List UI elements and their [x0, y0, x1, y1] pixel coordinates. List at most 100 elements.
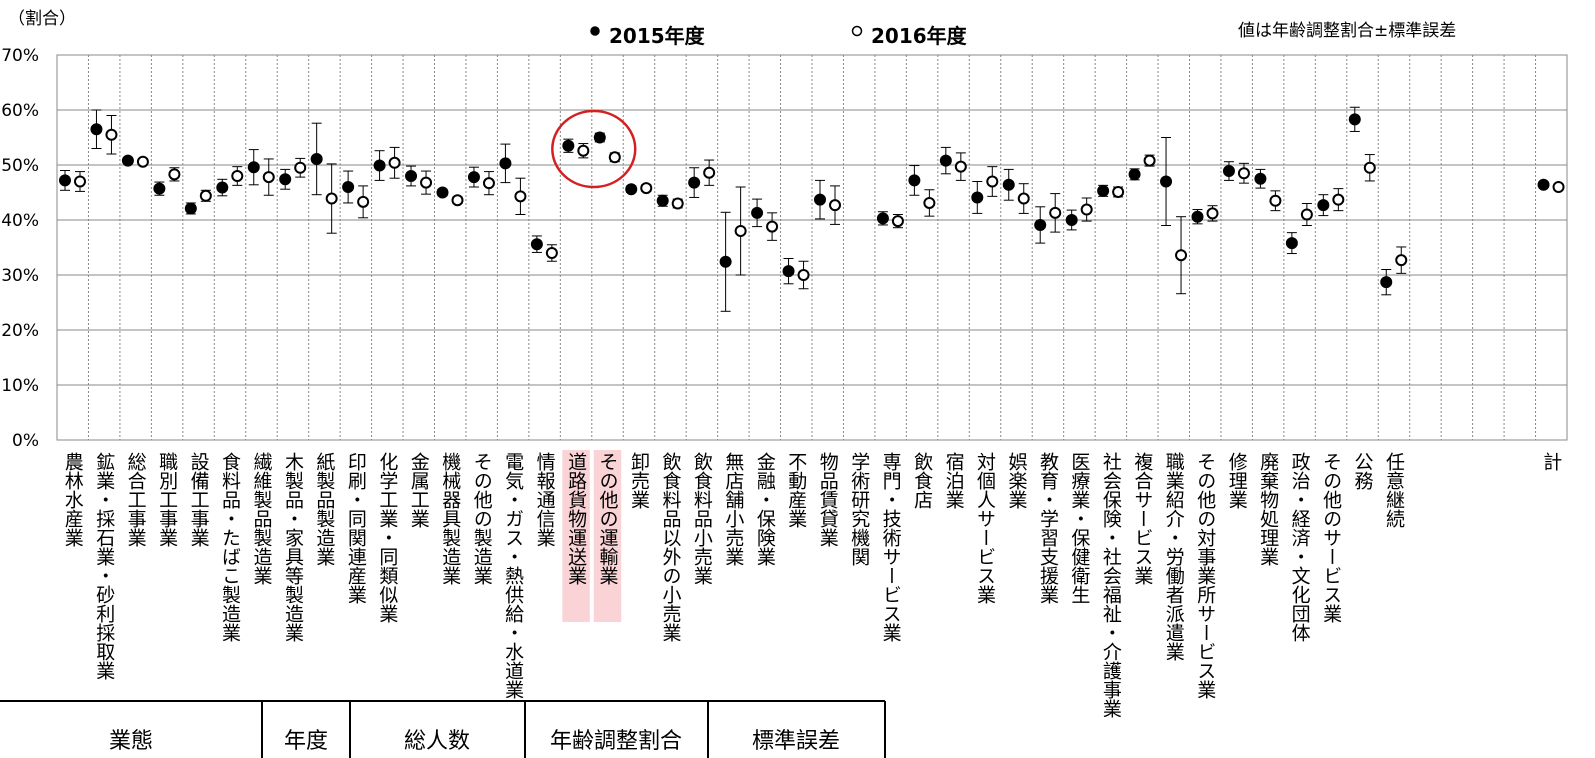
point — [1380, 276, 1393, 289]
point — [577, 144, 590, 157]
point — [593, 131, 606, 144]
point — [734, 225, 747, 237]
y-tick-label: 40% — [1, 211, 39, 231]
point — [545, 247, 558, 259]
point — [1395, 254, 1408, 267]
point — [923, 196, 936, 209]
point — [719, 255, 732, 268]
point — [74, 175, 86, 188]
point — [939, 154, 952, 167]
x-tick-label: 金属工業 — [408, 452, 430, 528]
point — [751, 206, 764, 219]
table-header: 年齢調整割合 — [550, 729, 682, 754]
point — [342, 181, 355, 193]
point — [136, 155, 149, 168]
point — [1222, 165, 1235, 178]
x-tick-label: 公務 — [1352, 452, 1374, 491]
table-header: 総人数 — [404, 729, 470, 754]
x-tick-label: 情報通信業 — [534, 452, 556, 547]
point — [105, 128, 118, 141]
x-tick-label: 化学工業・同類似業 — [376, 452, 398, 623]
plot-frame — [56, 54, 1568, 441]
x-tick-label: 道路貨物運送業 — [565, 452, 587, 585]
x-tick-label: 職別工事業 — [156, 452, 178, 547]
point — [1363, 161, 1376, 174]
point — [891, 215, 904, 228]
point — [954, 160, 967, 173]
point — [1552, 181, 1565, 193]
point — [782, 265, 795, 278]
point — [1191, 210, 1204, 223]
point — [436, 186, 449, 199]
point — [876, 212, 889, 225]
x-tick-label: 専門・技術サービス業 — [880, 452, 902, 642]
y-tick-label: 20% — [1, 321, 39, 341]
x-tick-label: 卸売業 — [628, 452, 650, 509]
point — [59, 174, 71, 187]
point — [1112, 185, 1125, 198]
point — [1285, 237, 1298, 250]
point — [703, 166, 716, 179]
point — [1080, 203, 1093, 216]
point — [279, 173, 292, 186]
x-tick-label: その他のサービス業 — [1320, 452, 1342, 623]
point — [1128, 168, 1141, 181]
x-tick-label: 食料品・たばこ製造業 — [219, 452, 241, 642]
legend-marker — [590, 26, 600, 36]
x-tick-label: 印刷・同関連産業 — [345, 452, 367, 604]
table: 業態 年度 総人数 年齢調整割合 標準誤差 — [0, 700, 886, 758]
legend-marker — [851, 25, 863, 37]
y-tick-label: 60% — [1, 101, 39, 121]
point — [467, 171, 480, 184]
x-tick-label: 飲食料品以外の小売業 — [659, 452, 681, 642]
point — [121, 154, 134, 167]
x-tick-label: 政治・経済・文化団体 — [1289, 452, 1311, 642]
point — [814, 193, 826, 206]
x-tick-label: 電気・ガス・熱供給・水道業 — [502, 452, 524, 699]
x-tick-label: 任意継続 — [1383, 452, 1405, 528]
y-axis-label: （割合） — [8, 9, 76, 29]
point — [908, 174, 921, 187]
point — [562, 139, 575, 152]
point — [1206, 207, 1219, 220]
x-tick-label: 修理業 — [1226, 452, 1248, 509]
x-tick-label: 医療業・保健衛生 — [1068, 452, 1090, 604]
point — [499, 157, 512, 170]
point — [1332, 193, 1345, 206]
point — [986, 175, 999, 188]
point — [625, 183, 638, 196]
x-tick-label: 学術研究機関 — [848, 452, 870, 566]
point — [1269, 194, 1282, 207]
table-header: 標準誤差 — [752, 729, 840, 754]
y-tick-label: 0% — [12, 431, 39, 451]
point — [373, 159, 386, 172]
legend-label: 2015年度 — [609, 24, 706, 48]
x-tick-label: 機械器具製造業 — [439, 452, 461, 585]
x-tick-label: 農林水産業 — [62, 452, 84, 547]
point — [797, 269, 810, 281]
point — [766, 220, 779, 233]
point — [971, 191, 984, 204]
point — [514, 190, 527, 203]
point — [357, 195, 370, 208]
point — [1300, 208, 1313, 221]
x-tick-label: その他の製造業 — [471, 452, 493, 585]
x-tick-label: 対個人サービス業 — [974, 452, 996, 604]
y-tick-label: 30% — [1, 266, 39, 286]
x-tick-label: 鉱業・採石業・砂利採取業 — [93, 452, 115, 680]
table-header: 業態 — [109, 729, 153, 754]
x-tick-label: 設備工事業 — [188, 452, 210, 547]
x-tick-label: その他の運輸業 — [597, 452, 619, 585]
x-tick-label: 職業紹介・労働者派遣業 — [1163, 452, 1185, 661]
point — [1160, 175, 1173, 188]
point — [1034, 218, 1047, 231]
point — [388, 156, 401, 169]
point — [90, 123, 103, 136]
x-tick-label: 金融・保険業 — [754, 452, 776, 566]
point — [168, 168, 181, 181]
x-tick-label: 宿泊業 — [943, 452, 965, 509]
x-tick-label: 計 — [1540, 452, 1562, 471]
x-tick-label: 複合サービス業 — [1131, 452, 1153, 585]
y-tick-label: 70% — [1, 46, 39, 66]
highlight-circle — [551, 109, 637, 189]
